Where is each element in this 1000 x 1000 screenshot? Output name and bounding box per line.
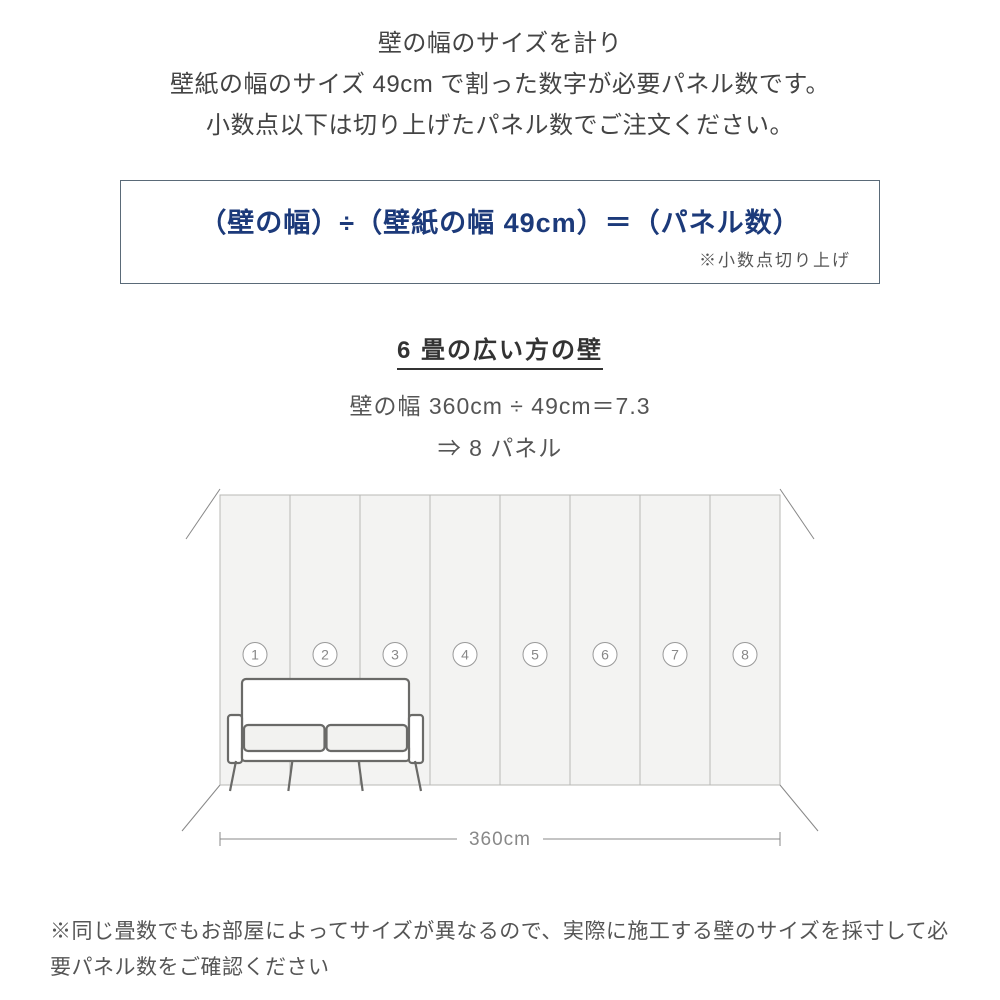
diagram-svg: 1 2 3 4 5 6 7 8 360cm [180, 477, 820, 877]
intro-line3: 小数点以下は切り上げたパネル数でご注文ください。 [40, 106, 960, 147]
svg-text:8: 8 [741, 647, 749, 663]
svg-text:1: 1 [251, 647, 259, 663]
svg-text:4: 4 [461, 647, 469, 663]
svg-text:3: 3 [391, 647, 399, 663]
intro-line2: 壁紙の幅のサイズ 49cm で割った数字が必要パネル数です。 [40, 65, 960, 106]
svg-text:5: 5 [531, 647, 539, 663]
intro-text: 壁の幅のサイズを計り 壁紙の幅のサイズ 49cm で割った数字が必要パネル数です… [40, 24, 960, 146]
formula-text: （壁の幅）÷（壁紙の幅 49cm）＝（パネル数） [139, 201, 861, 240]
wall-diagram: 1 2 3 4 5 6 7 8 360cm [180, 477, 820, 882]
example-title-text: 6 畳の広い方の壁 [397, 337, 603, 370]
svg-text:6: 6 [601, 647, 609, 663]
example-result: ⇒ 8 パネル [40, 429, 960, 463]
formula-note: ※小数点切り上げ [139, 246, 861, 271]
intro-line1: 壁の幅のサイズを計り [40, 24, 960, 65]
formula-box: （壁の幅）÷（壁紙の幅 49cm）＝（パネル数） ※小数点切り上げ [120, 180, 880, 284]
example-calc: 壁の幅 360cm ÷ 49cm＝7.3 [40, 387, 960, 421]
footnote: ※同じ畳数でもお部屋によってサイズが異なるので、実際に施工する壁のサイズを採寸し… [40, 914, 960, 985]
svg-text:2: 2 [321, 647, 329, 663]
svg-text:360cm: 360cm [469, 829, 531, 850]
example-title: 6 畳の広い方の壁 [40, 330, 960, 365]
svg-text:7: 7 [671, 647, 679, 663]
